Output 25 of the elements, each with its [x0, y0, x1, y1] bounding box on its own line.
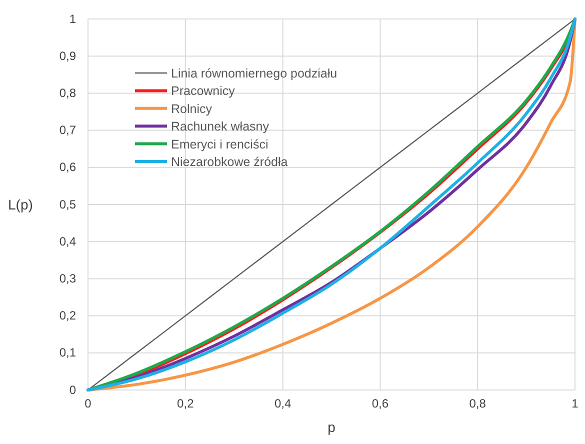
- x-tick-label: 0,2: [177, 396, 194, 411]
- y-tick-label: 0,6: [59, 160, 76, 174]
- y-tick-label: 0,4: [59, 234, 76, 248]
- x-tick-label: 0: [84, 396, 92, 411]
- legend-label: Pracownicy: [171, 84, 236, 98]
- y-tick-label: 0,5: [59, 197, 76, 212]
- x-tick-label: 0,6: [372, 396, 389, 411]
- y-tick-label: 0,9: [59, 48, 76, 63]
- y-tick-label: 1: [69, 12, 76, 26]
- legend-label: Niezarobkowe źródła: [171, 155, 288, 169]
- legend-label: Emeryci i renciści: [171, 137, 268, 152]
- legend-label: Rolnicy: [171, 102, 213, 116]
- y-tick-label: 0: [69, 382, 76, 397]
- y-tick-label: 0,1: [59, 346, 76, 360]
- y-tick-label: 0,7: [59, 123, 76, 138]
- legend-label: Rachunek własny: [171, 120, 270, 134]
- legend-label: Linia równomiernego podziału: [171, 66, 338, 80]
- x-tick-label: 0,8: [469, 396, 486, 411]
- y-tick-label: 0,2: [59, 308, 76, 323]
- y-tick-label: 0,3: [59, 272, 76, 286]
- y-axis-title: L(p): [8, 196, 33, 212]
- x-tick-label: 1: [572, 396, 579, 411]
- y-tick-label: 0,8: [59, 86, 76, 100]
- x-tick-label: 0,4: [274, 396, 292, 411]
- x-axis-title: p: [328, 419, 336, 435]
